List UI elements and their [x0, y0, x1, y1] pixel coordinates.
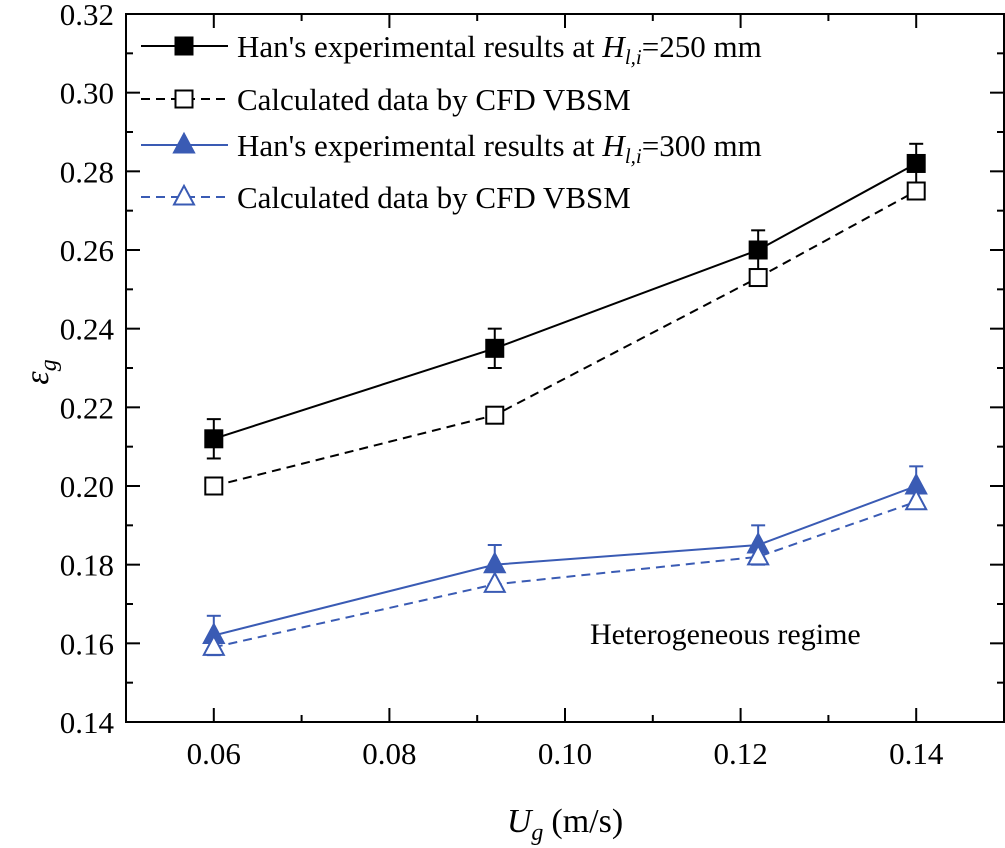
series-layer [202, 142, 928, 657]
y-axis-title: εg [19, 359, 62, 384]
series-line [213, 500, 917, 649]
legend-label: Han's experimental results at Hl,i=250 m… [237, 29, 762, 69]
annotation-heterogeneous-regime: Heterogeneous regime [590, 618, 861, 651]
series-line [213, 190, 917, 487]
y-tick-label: 0.26 [60, 233, 114, 268]
y-tick-label: 0.18 [60, 548, 114, 583]
data-point [748, 240, 768, 260]
data-point [204, 476, 224, 496]
y-tick-label: 0.30 [60, 76, 114, 111]
legend-label: Calculated data by CFD VBSM [237, 82, 631, 117]
y-tick-label: 0.20 [60, 469, 114, 504]
legend-marker [174, 89, 194, 109]
x-tick-label: 0.06 [187, 736, 241, 771]
data-point [204, 429, 224, 449]
y-tick-label: 0.14 [60, 705, 115, 740]
series-line [213, 485, 917, 637]
data-point [483, 571, 507, 593]
legend-entry-1: Han's experimental results at Hl,i=250 m… [141, 29, 762, 69]
data-point [485, 405, 505, 425]
series-2 [204, 181, 926, 496]
plot-frame [125, 13, 1005, 723]
data-point [485, 338, 505, 358]
y-tick-label: 0.28 [60, 154, 114, 189]
y-tick-label: 0.22 [60, 390, 114, 425]
legend-entry-4: Calculated data by CFD VBSM [141, 180, 631, 215]
legend-label: Calculated data by CFD VBSM [237, 180, 631, 215]
x-tick-label: 0.08 [362, 736, 416, 771]
legend-entry-3: Han's experimental results at Hl,i=300 m… [141, 128, 762, 168]
data-point [483, 551, 507, 574]
x-axis-title: Ug (m/s) [507, 803, 623, 846]
y-tick-label: 0.24 [60, 312, 115, 347]
legend: Han's experimental results at Hl,i=250 m… [141, 29, 762, 215]
data-point [746, 543, 770, 566]
series-4 [202, 488, 928, 656]
data-point [202, 633, 226, 656]
data-point [748, 268, 768, 288]
x-tick-label: 0.12 [713, 736, 767, 771]
data-point [906, 153, 926, 173]
legend-marker [172, 131, 196, 154]
x-tick-label: 0.14 [889, 736, 944, 771]
legend-entry-2: Calculated data by CFD VBSM [141, 82, 631, 117]
legend-marker [174, 36, 194, 56]
legend-marker [172, 183, 196, 206]
series-line [213, 162, 917, 440]
x-tick-label: 0.10 [538, 736, 592, 771]
data-point [906, 181, 926, 201]
y-tick-label: 0.16 [60, 626, 114, 661]
data-point [904, 488, 928, 511]
y-tick-label: 0.32 [60, 0, 114, 32]
plot-area: 0.06 0.08 0.10 0.12 0.14 0.14 0.16 0.18 0.20 0.22… [60, 0, 1005, 771]
legend-label: Han's experimental results at Hl,i=300 m… [237, 128, 762, 168]
